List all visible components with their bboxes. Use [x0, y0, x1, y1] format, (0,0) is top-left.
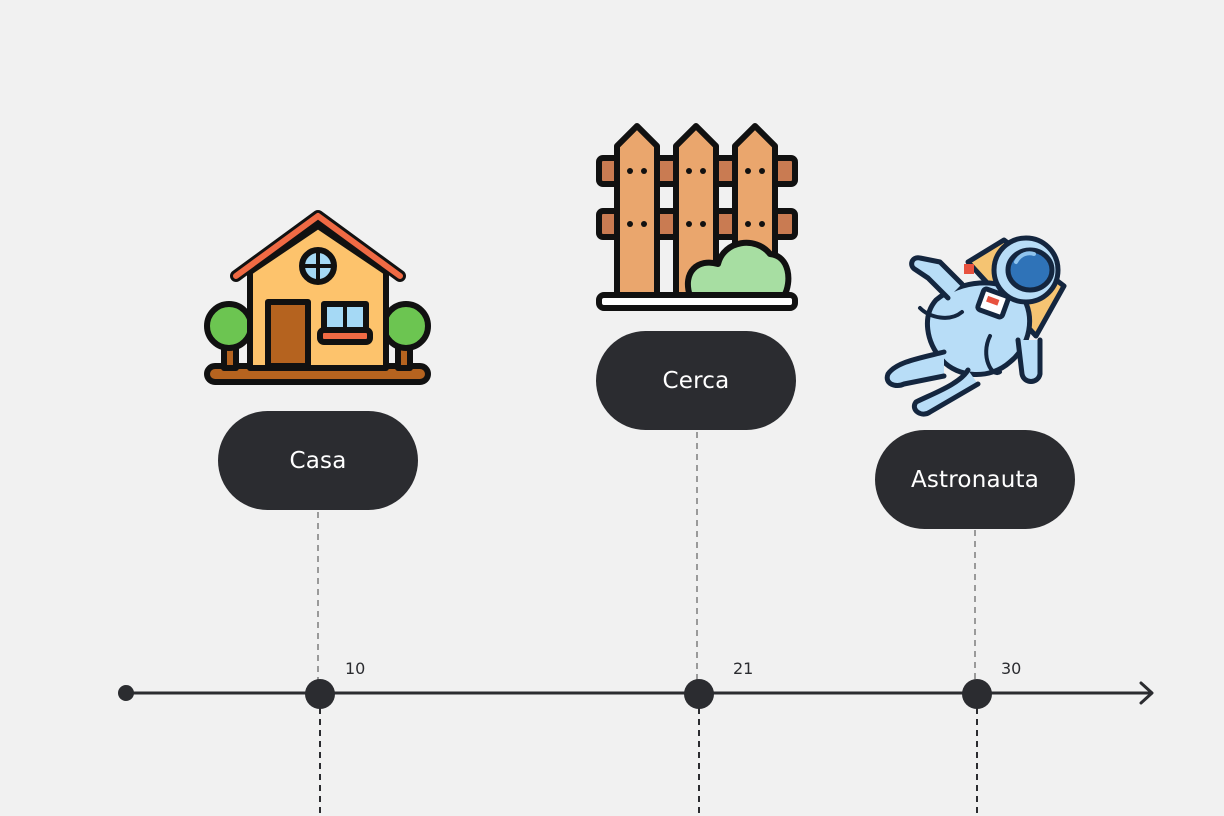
event-pill-casa[interactable]: Casa [218, 411, 418, 510]
milestone-node-casa[interactable] [305, 679, 335, 709]
milestone-node-astronauta[interactable] [962, 679, 992, 709]
tick-label-astronauta: 30 [1001, 659, 1022, 678]
event-label-astronauta: Astronauta [910, 466, 1040, 493]
event-label-casa: Casa [289, 447, 347, 474]
event-pill-astronauta[interactable]: Astronauta [875, 430, 1075, 529]
axis-arrowhead [1139, 681, 1154, 705]
fence-icon [596, 123, 798, 311]
event-label-cerca: Cerca [662, 367, 730, 394]
milestone-node-cerca[interactable] [684, 679, 714, 709]
astronaut-icon [884, 235, 1067, 417]
tick-label-casa: 10 [345, 659, 366, 678]
axis-start-dot [118, 685, 134, 701]
house-icon [204, 210, 431, 385]
event-pill-cerca[interactable]: Cerca [596, 331, 796, 430]
tick-label-cerca: 21 [733, 659, 754, 678]
